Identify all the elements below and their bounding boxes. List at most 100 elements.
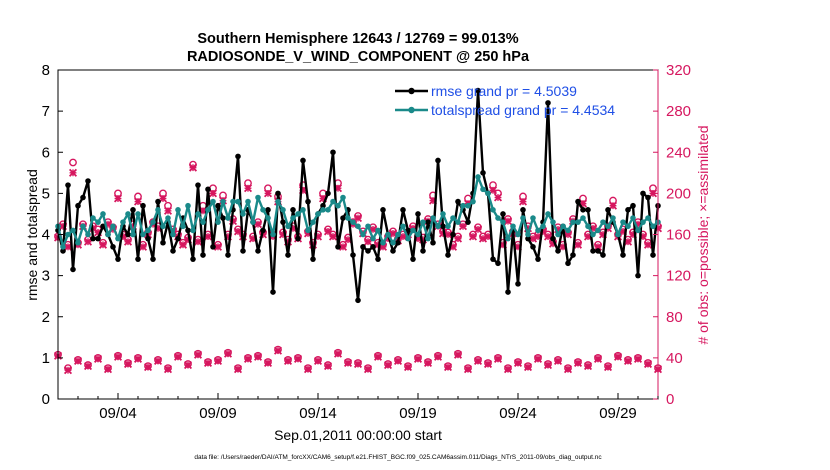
- series-totalspread-point: [565, 227, 571, 234]
- series-totalspread-point: [510, 223, 516, 230]
- series-totalspread-point: [590, 231, 596, 238]
- series-rmse-point: [380, 207, 386, 213]
- series-totalspread-point: [610, 215, 616, 221]
- series-rmse-point: [355, 297, 361, 304]
- series-rmse-point: [570, 252, 576, 258]
- obs-assimilated-marker: [633, 354, 643, 363]
- obs-assimilated-marker: [513, 358, 523, 368]
- series-rmse-point: [365, 248, 371, 254]
- series-totalspread-point: [325, 207, 331, 213]
- obs-assimilated-marker: [423, 358, 433, 368]
- obs-assimilated-marker: [173, 352, 183, 361]
- series-rmse-point: [305, 198, 311, 205]
- series-rmse-point: [590, 248, 596, 254]
- series-rmse-point: [340, 215, 346, 221]
- series-rmse-point: [515, 281, 521, 287]
- series-totalspread-point: [595, 227, 601, 234]
- obs-assimilated-marker: [188, 163, 198, 172]
- obs-assimilated-marker: [343, 358, 353, 368]
- series-rmse-point: [450, 231, 456, 238]
- obs-assimilated-marker: [483, 360, 493, 369]
- series-rmse-point: [290, 207, 296, 213]
- series-totalspread-point: [420, 219, 426, 225]
- series-rmse-point: [85, 178, 91, 184]
- series-totalspread-point: [400, 223, 406, 230]
- obs-assimilated-marker: [313, 356, 323, 365]
- series-totalspread-point: [90, 215, 96, 221]
- obs-assimilated-marker: [63, 366, 73, 375]
- series-totalspread-point: [165, 215, 171, 221]
- obs-assimilated-marker: [453, 350, 463, 359]
- obs-assimilated-marker: [463, 365, 473, 374]
- legend-spread-label: totalspread grand pr = 4.4534: [431, 102, 615, 118]
- series-totalspread-point: [135, 211, 141, 217]
- series-totalspread-point: [630, 215, 636, 221]
- series-totalspread-point: [650, 223, 656, 230]
- series-rmse-point: [630, 202, 636, 209]
- series-rmse-point: [430, 239, 436, 246]
- series-rmse-point: [215, 202, 221, 209]
- obs-assimilated-marker: [253, 352, 263, 361]
- series-totalspread-point: [85, 231, 91, 238]
- legend-spread-marker: [408, 106, 415, 114]
- series-totalspread-point: [605, 223, 611, 230]
- y-right-tick-label: 240: [666, 144, 691, 161]
- series-totalspread-point: [505, 235, 511, 242]
- series-totalspread-point: [355, 223, 361, 230]
- y-axis-left-label: rmse and totalspread: [24, 169, 40, 301]
- obs-assimilated-marker: [493, 354, 503, 363]
- series-totalspread-point: [500, 219, 506, 225]
- obs-assimilated-marker: [333, 349, 343, 358]
- series-rmse-point: [295, 235, 301, 242]
- obs-assimilated-marker: [123, 237, 133, 246]
- series-rmse-point: [200, 252, 206, 258]
- series-totalspread-point: [285, 223, 291, 230]
- series-totalspread-point: [365, 223, 371, 230]
- obs-assimilated-marker: [283, 356, 293, 365]
- series-totalspread-point: [350, 219, 356, 225]
- series-totalspread-point: [245, 198, 251, 205]
- series-rmse-point: [495, 260, 501, 267]
- series-rmse-point: [490, 256, 496, 262]
- series-rmse-point: [575, 198, 581, 205]
- series-rmse-point: [635, 272, 641, 279]
- series-rmse-point: [265, 207, 271, 213]
- series-totalspread-point: [545, 211, 551, 217]
- obs-assimilated-marker: [433, 352, 443, 361]
- series-totalspread-point: [535, 227, 541, 234]
- x-tick-label: 09/24: [499, 405, 537, 422]
- series-totalspread-point: [235, 198, 241, 205]
- series-totalspread-point: [470, 198, 476, 205]
- obs-assimilated-marker: [363, 365, 373, 374]
- obs-assimilated-marker: [468, 232, 478, 241]
- series-totalspread-point: [555, 231, 561, 238]
- series-rmse-point: [90, 235, 96, 242]
- obs-assimilated-marker: [583, 362, 593, 371]
- obs-assimilated-marker: [183, 361, 193, 370]
- series-rmse-point: [375, 256, 381, 262]
- series-rmse-point: [285, 252, 291, 258]
- series-rmse-point: [195, 182, 201, 188]
- series-totalspread-point: [440, 211, 446, 217]
- series-totalspread-point: [110, 223, 116, 230]
- series-totalspread-point: [385, 231, 391, 238]
- x-tick-label: 09/19: [399, 405, 437, 422]
- series-rmse-point: [640, 190, 646, 197]
- obs-assimilated-marker: [143, 363, 153, 372]
- legend-rmse-marker: [408, 87, 415, 95]
- series-totalspread-point: [430, 215, 436, 221]
- series-totalspread-point: [405, 235, 411, 242]
- series-totalspread-point: [425, 235, 431, 242]
- series-totalspread-point: [635, 227, 641, 234]
- y-right-tick-label: 320: [666, 62, 691, 79]
- series-rmse-point: [585, 207, 591, 213]
- series-totalspread-point: [625, 223, 631, 230]
- obs-assimilated-marker: [458, 222, 468, 231]
- series-rmse-point: [135, 256, 141, 262]
- obs-assimilated-marker: [163, 206, 173, 215]
- obs-assimilated-marker: [113, 352, 123, 361]
- obs-assimilated-marker: [643, 360, 653, 369]
- series-rmse-point: [455, 198, 461, 205]
- legend-rmse-label: rmse grand pr = 4.5039: [431, 83, 577, 99]
